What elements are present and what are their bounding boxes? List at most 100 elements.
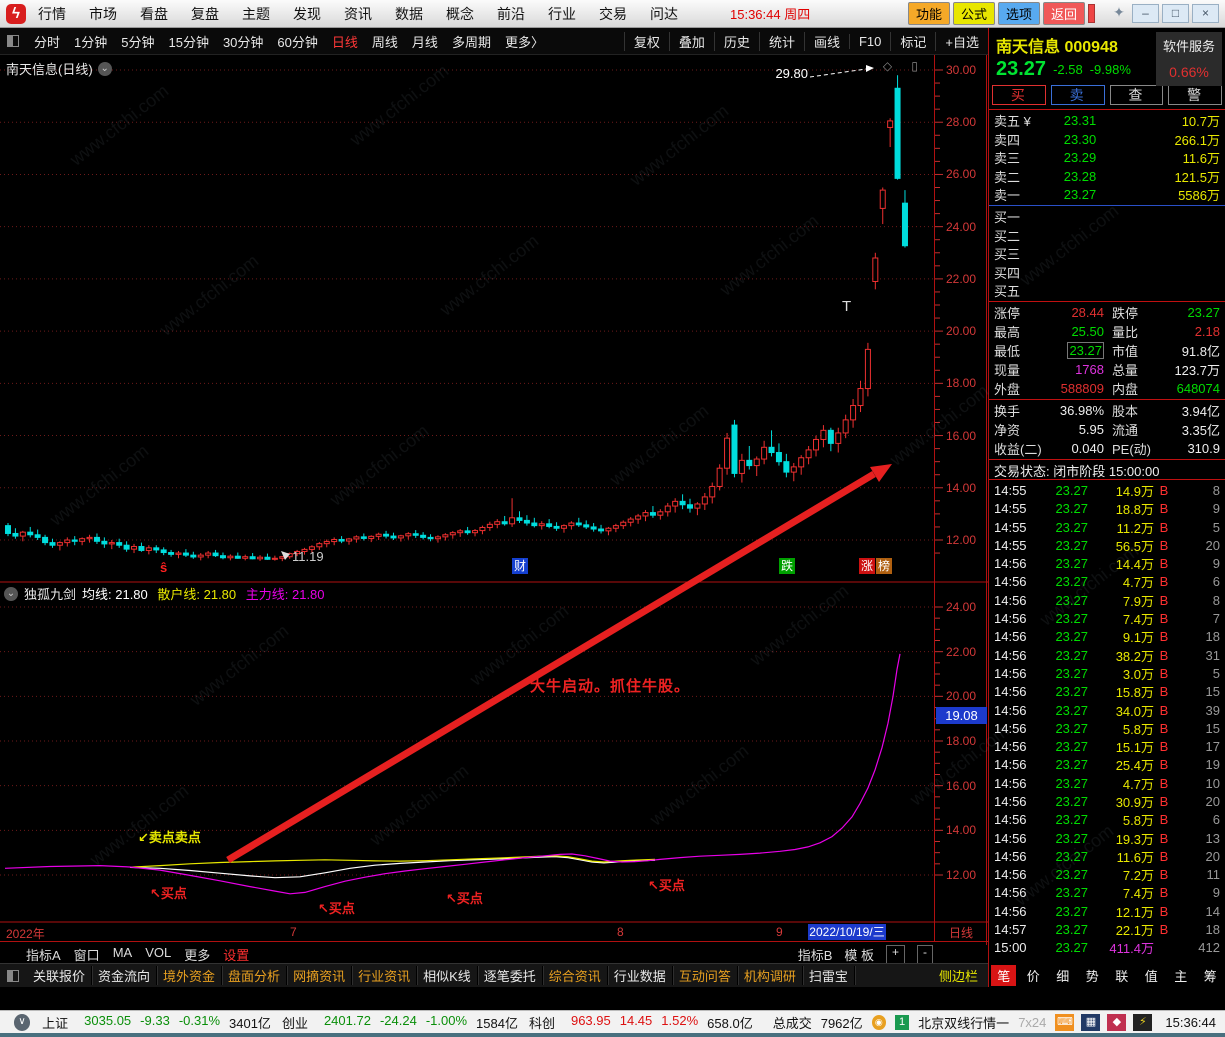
keyboard-icon[interactable]: ⌨ bbox=[1055, 1013, 1075, 1031]
period-tab-60分钟[interactable]: 60分钟 bbox=[277, 34, 318, 50]
trade-row[interactable]: 14:55 23.27 56.5万 B 20 bbox=[989, 536, 1225, 554]
period-tab-更多〉[interactable]: 更多〉 bbox=[504, 34, 544, 50]
index-quote-创业[interactable]: 创业 2401.72 -24.24 -1.00% 1584亿 bbox=[282, 1013, 527, 1032]
chart-tool-画线[interactable]: 画线 bbox=[803, 31, 849, 51]
indicator-bar-item-MA[interactable]: MA bbox=[112, 944, 133, 960]
trade-row[interactable]: 14:56 23.27 19.3万 B 13 bbox=[989, 829, 1225, 847]
monitor-icon[interactable]: ▦ bbox=[1081, 1013, 1101, 1031]
indicator-bar-item-更多[interactable]: 更多 bbox=[184, 947, 211, 963]
trade-row[interactable]: 14:56 23.27 14.4万 B 9 bbox=[989, 554, 1225, 572]
indicator-zoom-out[interactable]: - bbox=[917, 944, 933, 964]
titlebar-button-公式[interactable]: 公式 bbox=[952, 2, 995, 25]
menu-item-行业[interactable]: 行业 bbox=[548, 5, 576, 22]
chart-tool-标记[interactable]: 标记 bbox=[890, 31, 935, 51]
trade-row[interactable]: 14:55 23.27 18.8万 B 9 bbox=[989, 499, 1225, 517]
trade-row[interactable]: 14:56 23.27 7.2万 B 11 bbox=[989, 865, 1225, 883]
trade-row[interactable]: 15:00 23.27 411.4万 412 bbox=[989, 938, 1225, 956]
panel-button-买[interactable]: 买 bbox=[992, 85, 1046, 105]
indicator-bar-item-窗口[interactable]: 窗口 bbox=[73, 947, 100, 963]
lightning-icon[interactable]: ⚡ bbox=[1133, 1013, 1153, 1031]
indicator-bar-item-VOL[interactable]: VOL bbox=[145, 944, 172, 960]
panel-tab-筹[interactable]: 筹 bbox=[1203, 968, 1217, 984]
period-tab-多周期[interactable]: 多周期 bbox=[451, 34, 491, 50]
menu-item-交易[interactable]: 交易 bbox=[599, 5, 627, 22]
maximize-button[interactable]: □ bbox=[1162, 4, 1189, 23]
panel-tab-联[interactable]: 联 bbox=[1115, 968, 1129, 984]
trade-row[interactable]: 14:55 23.27 11.2万 B 5 bbox=[989, 518, 1225, 536]
function-tab-资金流向[interactable]: 资金流向 bbox=[92, 966, 158, 985]
trade-row[interactable]: 14:56 23.27 34.0万 B 39 bbox=[989, 701, 1225, 719]
layout-toggle-icon[interactable] bbox=[7, 35, 19, 47]
function-tab-逐笔委托[interactable]: 逐笔委托 bbox=[478, 966, 543, 985]
function-tab-扫雷宝[interactable]: 扫雷宝 bbox=[803, 966, 855, 985]
trade-row[interactable]: 14:56 23.27 15.8万 B 15 bbox=[989, 682, 1225, 700]
menu-item-发现[interactable]: 发现 bbox=[293, 5, 321, 22]
trade-row[interactable]: 14:56 23.27 30.9万 B 20 bbox=[989, 792, 1225, 810]
function-tab-境外资金[interactable]: 境外资金 bbox=[157, 966, 223, 985]
indicator-bar-item-设置[interactable]: 设置 bbox=[223, 947, 250, 963]
chart-tool-F10[interactable]: F10 bbox=[848, 33, 890, 49]
chart-tool-叠加[interactable]: 叠加 bbox=[668, 31, 714, 51]
function-tab-机构调研[interactable]: 机构调研 bbox=[738, 966, 803, 985]
period-tab-30分钟[interactable]: 30分钟 bbox=[222, 34, 264, 50]
function-tab-关联报价[interactable]: 关联报价 bbox=[27, 966, 93, 985]
indicator-bar-item-指标A[interactable]: 指标A bbox=[26, 947, 61, 963]
status-menu-icon[interactable]: ∨ bbox=[14, 1013, 31, 1031]
function-tab-相似K线[interactable]: 相似K线 bbox=[417, 966, 478, 985]
menu-item-市场[interactable]: 市场 bbox=[89, 5, 117, 22]
panel-tab-笔[interactable]: 笔 bbox=[991, 964, 1017, 986]
feed-name[interactable]: 北京双线行情一 bbox=[918, 1015, 1010, 1031]
menu-item-数据[interactable]: 数据 bbox=[395, 5, 423, 22]
trade-row[interactable]: 14:55 23.27 14.9万 B 8 bbox=[989, 481, 1225, 499]
satellite-icon[interactable]: ◆ bbox=[1107, 1013, 1127, 1031]
tick-trade-list[interactable]: 14:55 23.27 14.9万 B 8 14:55 23.27 18.8万 B 9 14:55 2… bbox=[989, 481, 1225, 957]
panel-button-查[interactable]: 查 bbox=[1109, 85, 1164, 105]
menu-item-行情[interactable]: 行情 bbox=[38, 5, 66, 22]
trade-row[interactable]: 14:57 23.27 22.1万 B 18 bbox=[989, 920, 1225, 938]
panel-tab-势[interactable]: 势 bbox=[1085, 968, 1099, 984]
panel-toggle-icon[interactable] bbox=[7, 969, 19, 982]
trade-row[interactable]: 14:56 23.27 25.4万 B 19 bbox=[989, 755, 1225, 773]
panel-tab-价[interactable]: 价 bbox=[1026, 968, 1040, 984]
menu-item-复盘[interactable]: 复盘 bbox=[191, 5, 219, 22]
function-tab-盘面分析[interactable]: 盘面分析 bbox=[222, 966, 288, 985]
trade-row[interactable]: 14:56 23.27 5.8万 B 6 bbox=[989, 810, 1225, 828]
trade-row[interactable]: 14:56 23.27 5.8万 B 15 bbox=[989, 719, 1225, 737]
trade-row[interactable]: 14:56 23.27 4.7万 B 10 bbox=[989, 774, 1225, 792]
close-button[interactable]: × bbox=[1192, 4, 1219, 23]
trade-row[interactable]: 14:56 23.27 9.1万 B 18 bbox=[989, 627, 1225, 645]
indicator-zoom-in[interactable]: + bbox=[885, 944, 905, 964]
panel-tab-主[interactable]: 主 bbox=[1174, 968, 1188, 984]
period-tab-5分钟[interactable]: 5分钟 bbox=[121, 34, 155, 50]
collapse-chart-icon[interactable]: ⌄ bbox=[97, 61, 112, 76]
function-tab-行业资讯[interactable]: 行业资讯 bbox=[352, 966, 418, 985]
trade-row[interactable]: 14:56 23.27 15.1万 B 17 bbox=[989, 737, 1225, 755]
chart-tool-复权[interactable]: 复权 bbox=[623, 31, 669, 51]
trade-row[interactable]: 14:56 23.27 7.4万 B 7 bbox=[989, 609, 1225, 627]
function-tab-综合资讯[interactable]: 综合资讯 bbox=[543, 966, 608, 985]
chart-tool-历史[interactable]: 历史 bbox=[713, 31, 759, 51]
panel-button-警[interactable]: 警 bbox=[1168, 85, 1222, 105]
indicator-bar-item-模 板[interactable]: 模 板 bbox=[844, 947, 874, 963]
period-tab-1分钟[interactable]: 1分钟 bbox=[74, 34, 108, 50]
trade-row[interactable]: 14:56 23.27 12.1万 B 14 bbox=[989, 902, 1225, 920]
menu-item-主题[interactable]: 主题 bbox=[242, 5, 270, 22]
titlebar-button-返回[interactable]: 返回 bbox=[1042, 2, 1085, 25]
menu-item-资讯[interactable]: 资讯 bbox=[344, 5, 372, 22]
chart-tool-+自选[interactable]: +自选 bbox=[935, 31, 988, 51]
trade-row[interactable]: 14:56 23.27 3.0万 B 5 bbox=[989, 664, 1225, 682]
menu-item-问达[interactable]: 问达 bbox=[650, 5, 678, 22]
candlestick-chart[interactable] bbox=[0, 55, 988, 945]
menu-item-看盘[interactable]: 看盘 bbox=[140, 5, 168, 22]
index-quote-上证[interactable]: 上证 3035.05 -9.33 -0.31% 3401亿 bbox=[42, 1013, 280, 1032]
trade-row[interactable]: 14:56 23.27 38.2万 B 31 bbox=[989, 646, 1225, 664]
period-tab-周线[interactable]: 周线 bbox=[371, 34, 398, 50]
function-tab-互动问答[interactable]: 互动问答 bbox=[673, 966, 738, 985]
skin-icon[interactable]: ✦ bbox=[1113, 4, 1125, 20]
index-quote-科创[interactable]: 科创 963.95 14.45 1.52% 658.0亿 bbox=[529, 1013, 762, 1032]
sidebar-toggle[interactable]: 侧边栏 bbox=[938, 969, 978, 984]
titlebar-button-选项[interactable]: 选项 bbox=[997, 2, 1040, 25]
collapse-indicator-icon[interactable]: ⌄ bbox=[4, 586, 18, 601]
chart-corner-icons[interactable]: ◇ ▯ bbox=[882, 59, 926, 73]
menu-item-前沿[interactable]: 前沿 bbox=[497, 5, 525, 22]
